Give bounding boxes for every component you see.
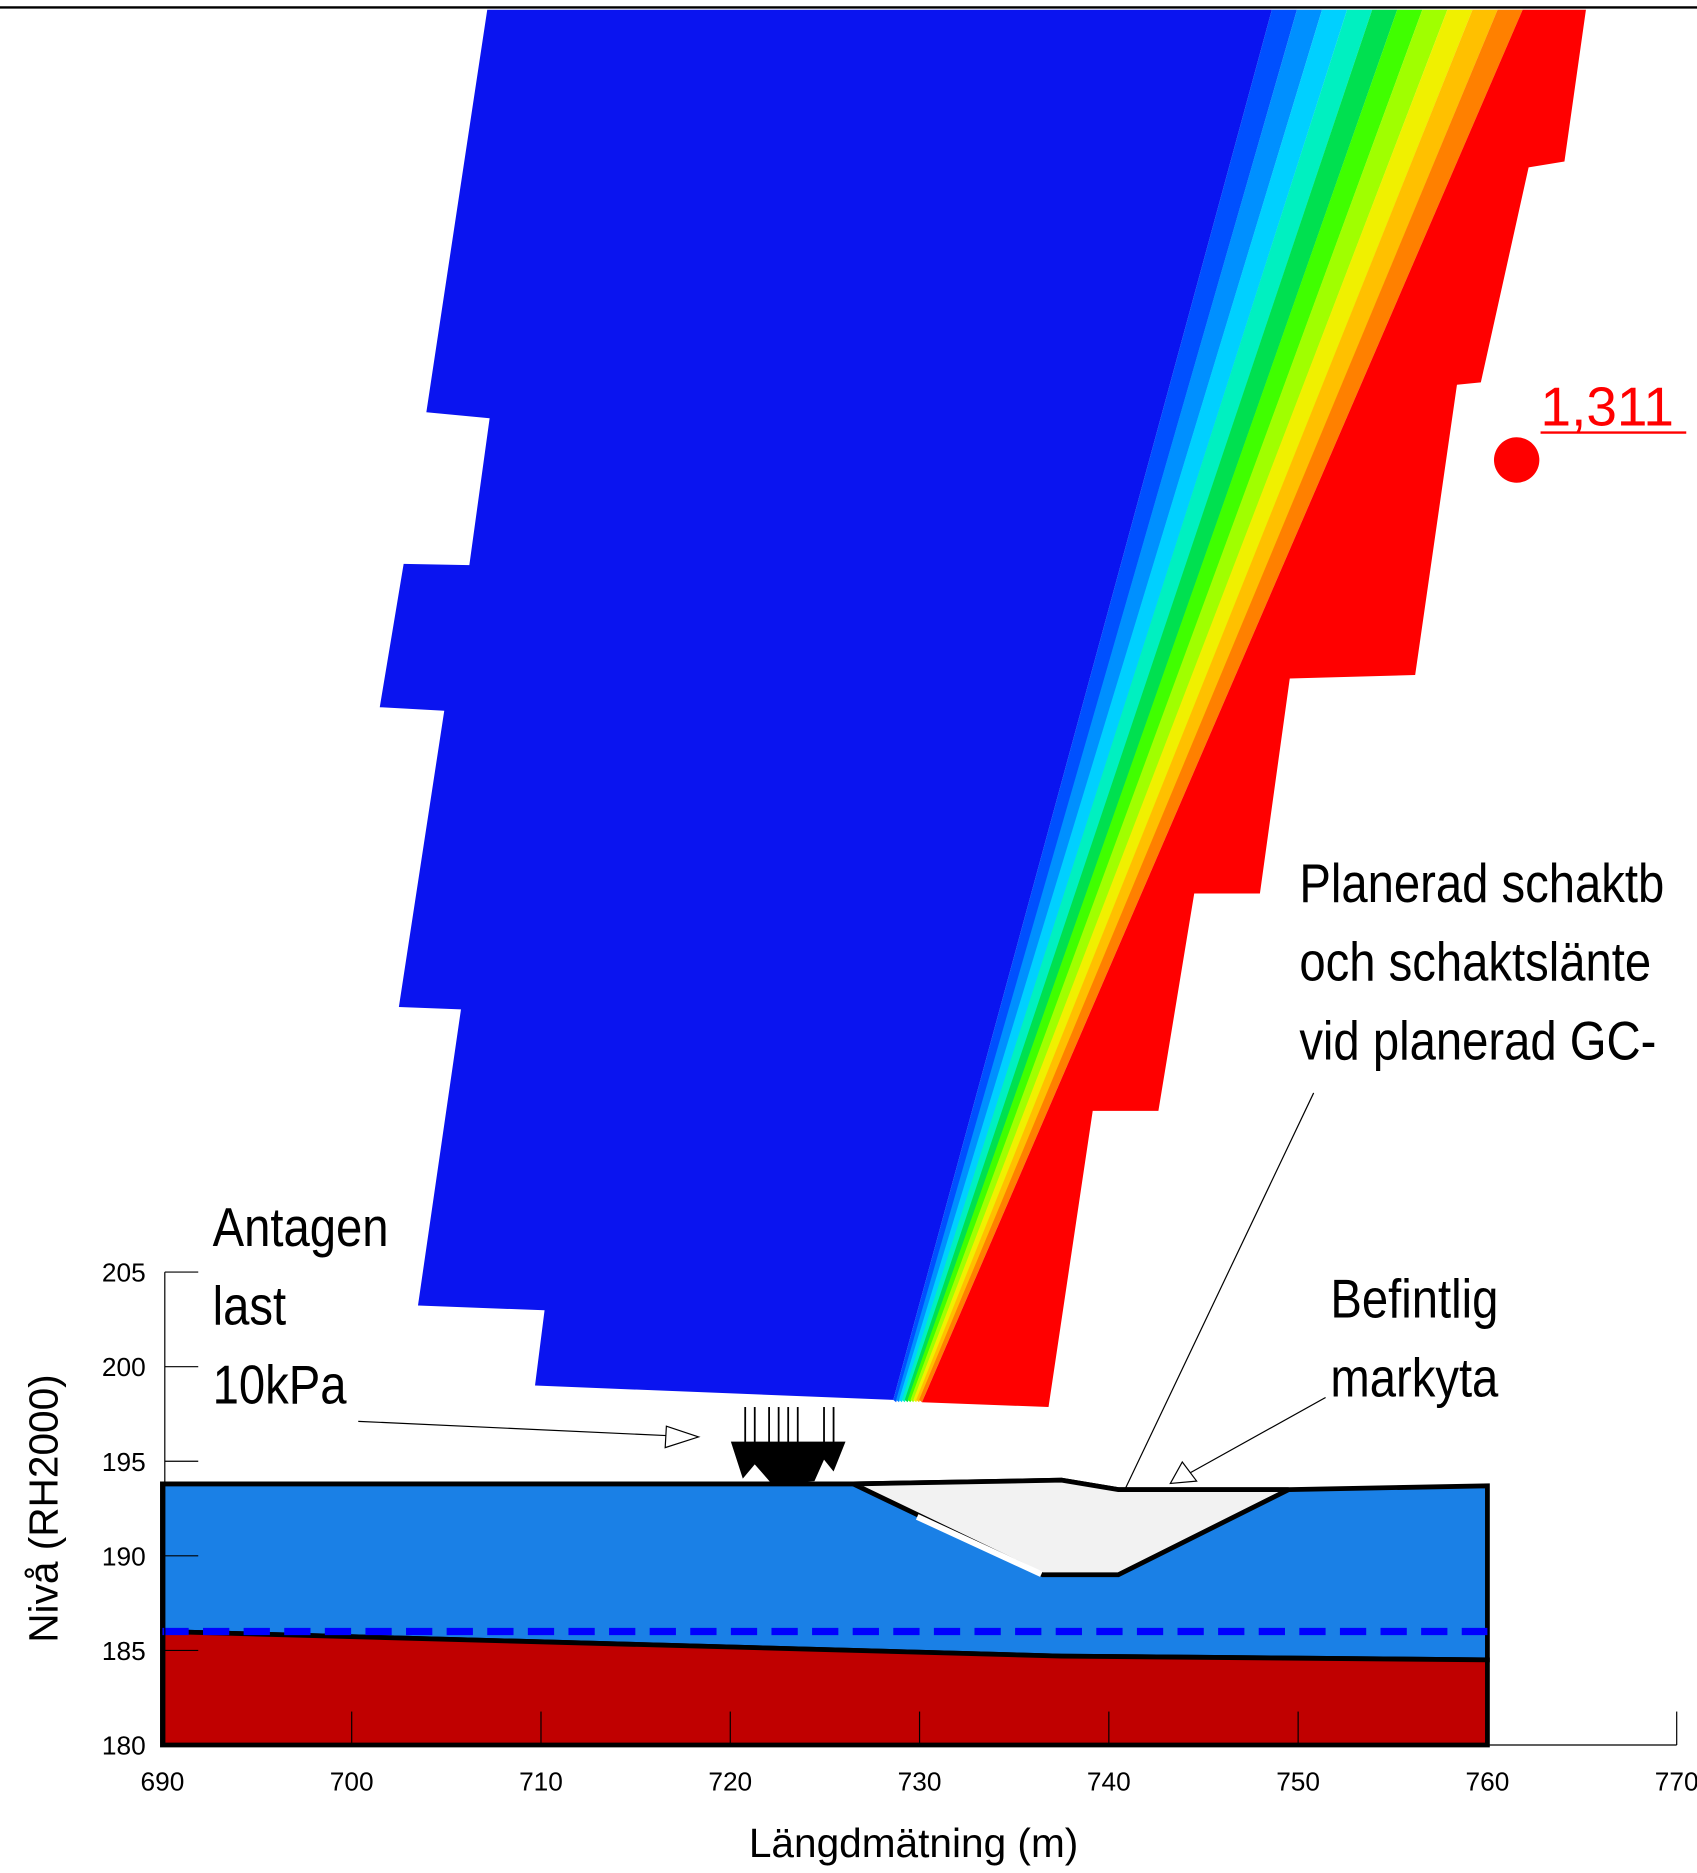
annotation: Befintlig xyxy=(1330,1268,1498,1329)
contour-band xyxy=(921,9,1586,1408)
contour-band xyxy=(896,9,1323,1403)
grid-region xyxy=(379,9,1272,1400)
annotation: last xyxy=(213,1275,287,1336)
contour-band xyxy=(899,9,1348,1403)
y-tick-label: 190 xyxy=(102,1541,146,1571)
x-tick-label: 700 xyxy=(330,1766,374,1796)
annotation: 10kPa xyxy=(213,1354,347,1415)
x-tick-label: 750 xyxy=(1276,1766,1320,1796)
contour-band xyxy=(893,9,1297,1403)
contour-band xyxy=(901,9,1373,1403)
slip-center xyxy=(1493,437,1540,483)
x-tick-label: 730 xyxy=(898,1766,942,1796)
x-tick-label: 760 xyxy=(1465,1766,1509,1796)
contour-band xyxy=(907,9,1423,1403)
factor-of-safety: 1,311 xyxy=(1541,375,1674,437)
contour-band xyxy=(913,9,1473,1403)
x-tick-label: 720 xyxy=(708,1766,752,1796)
x-tick-label: 710 xyxy=(519,1766,563,1796)
annotation: Planerad schaktb xyxy=(1299,853,1664,914)
x-tick-label: 770 xyxy=(1655,1766,1697,1796)
y-tick-label: 200 xyxy=(102,1352,146,1382)
annotation: vid planerad GC- xyxy=(1299,1010,1656,1071)
contour-band xyxy=(916,9,1498,1403)
load-symbol xyxy=(730,1441,846,1484)
load xyxy=(730,1407,846,1484)
contour-band xyxy=(910,9,1448,1403)
x-axis-label: Längdmätning (m) xyxy=(749,1820,1078,1866)
y-tick-label: 195 xyxy=(102,1447,146,1477)
contour-band xyxy=(919,9,1523,1403)
excavation-slope xyxy=(915,1514,1043,1577)
y-axis-label: Nivå (RH2000) xyxy=(20,1374,66,1642)
load-arrows xyxy=(744,1407,835,1443)
contour-band xyxy=(904,9,1398,1403)
y-tick-label: 180 xyxy=(102,1731,146,1761)
y-tick-label: 205 xyxy=(102,1258,146,1288)
annotation: och schaktslänte xyxy=(1299,931,1651,992)
soil-layer xyxy=(852,1477,1290,1578)
annotation: markyta xyxy=(1330,1347,1498,1408)
x-tick-label: 740 xyxy=(1087,1766,1131,1796)
annotation: Antagen xyxy=(213,1196,389,1257)
y-tick-label: 185 xyxy=(102,1636,146,1666)
x-tick-label: 690 xyxy=(141,1766,185,1796)
slip-surface-grid xyxy=(379,9,1586,1408)
